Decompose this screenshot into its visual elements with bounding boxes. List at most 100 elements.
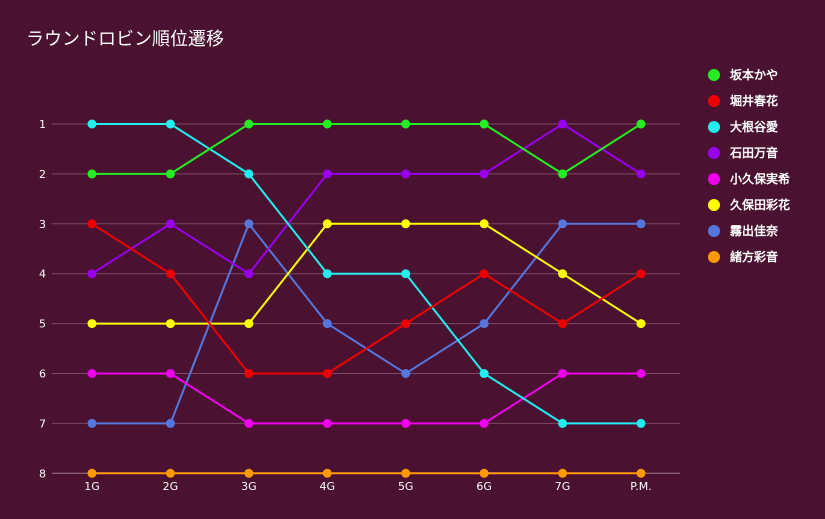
data-point (479, 369, 489, 378)
y-tick-label: 7 (39, 417, 46, 430)
data-point (558, 269, 568, 279)
data-point (244, 119, 254, 129)
legend-marker (708, 95, 720, 107)
legend-marker (708, 147, 720, 159)
legend-marker (708, 199, 720, 211)
series-4 (87, 119, 646, 279)
series-line (91, 122, 642, 276)
data-point (165, 269, 175, 279)
grid-layer (52, 123, 680, 474)
data-point (322, 169, 332, 179)
legend-item[interactable]: 小久保実希 (708, 171, 790, 186)
legend-item[interactable]: 堀井春花 (708, 93, 778, 108)
x-tick-label: 5G (398, 480, 414, 493)
data-point (558, 169, 568, 179)
legend-item[interactable]: 坂本かや (708, 67, 778, 82)
data-point (558, 119, 568, 129)
series-2 (87, 219, 646, 378)
legend-label: 坂本かや (730, 67, 778, 82)
data-point (87, 169, 97, 179)
legend-marker (708, 69, 720, 81)
data-point (558, 418, 568, 428)
data-point (479, 319, 489, 329)
data-point (322, 119, 332, 129)
x-tick-label: 7G (555, 480, 571, 493)
legend-item[interactable]: 緒方彩音 (708, 249, 778, 264)
data-point (401, 418, 411, 428)
legend-label: 大根谷愛 (730, 119, 778, 134)
series-line (92, 123, 642, 176)
data-point (479, 169, 489, 179)
data-point (165, 219, 175, 229)
data-point (87, 468, 97, 478)
legend-item[interactable]: 久保田彩花 (708, 197, 790, 212)
data-point (244, 219, 254, 229)
legend-marker (708, 121, 720, 133)
data-point (558, 468, 568, 478)
data-point (87, 269, 97, 279)
legend-item[interactable]: 石田万音 (708, 145, 778, 160)
legend-label: 緒方彩音 (730, 249, 778, 264)
series-layer (87, 119, 646, 478)
data-point (87, 418, 97, 428)
data-point (165, 369, 175, 378)
series-6 (87, 219, 646, 329)
legend-item[interactable]: 大根谷愛 (708, 119, 778, 134)
data-point (244, 169, 254, 179)
data-point (636, 418, 646, 428)
data-point (322, 468, 332, 478)
legend-marker (708, 251, 720, 263)
data-point (479, 269, 489, 279)
data-point (401, 468, 411, 478)
data-point (165, 319, 175, 329)
data-point (244, 369, 254, 378)
series-line (92, 222, 642, 325)
series-line (91, 222, 642, 375)
data-point (165, 468, 175, 478)
legend-marker (708, 225, 720, 237)
y-tick-label: 8 (39, 467, 46, 480)
data-point (636, 369, 646, 378)
x-tick-label: 1G (84, 480, 100, 493)
series-3 (87, 119, 646, 428)
data-point (479, 219, 489, 229)
data-point (165, 119, 175, 129)
x-tick-label: P.M. (630, 480, 651, 493)
data-point (636, 119, 646, 129)
legend-label: 堀井春花 (730, 93, 778, 108)
x-axis-ticks: 1G 2G 3G 4G 5G 6G 7G P.M. (84, 480, 651, 493)
legend-item[interactable]: 霧出佳奈 (708, 223, 779, 238)
x-tick-label: 4G (320, 480, 336, 493)
data-point (479, 418, 489, 428)
legend-label: 久保田彩花 (730, 197, 790, 212)
data-point (636, 319, 646, 329)
series-1 (87, 119, 646, 179)
data-point (558, 369, 568, 378)
data-point (322, 369, 332, 378)
data-point (87, 319, 97, 329)
data-point (244, 269, 254, 279)
data-point (636, 269, 646, 279)
series-line (92, 123, 641, 425)
data-point (87, 219, 97, 229)
data-point (322, 319, 332, 329)
data-point (401, 169, 411, 179)
data-point (165, 169, 175, 179)
data-point (401, 119, 411, 129)
data-point (244, 468, 254, 478)
y-tick-label: 3 (39, 218, 46, 231)
series-8 (87, 468, 646, 478)
data-point (322, 219, 332, 229)
data-point (322, 269, 332, 279)
data-point (401, 319, 411, 329)
legend-label: 霧出佳奈 (730, 223, 779, 238)
x-tick-label: 6G (476, 480, 492, 493)
x-tick-label: 3G (241, 480, 257, 493)
data-point (479, 468, 489, 478)
data-point (87, 119, 97, 129)
y-tick-label: 5 (39, 318, 46, 331)
data-point (401, 369, 411, 378)
chart-title: ラウンドロビン順位遷移 (26, 29, 224, 50)
